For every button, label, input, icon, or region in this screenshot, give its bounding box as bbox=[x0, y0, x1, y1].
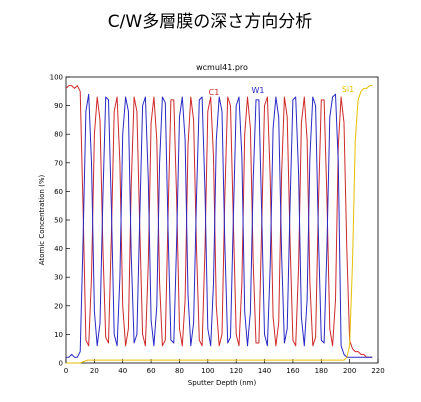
y-tick-label: 50 bbox=[54, 217, 63, 225]
x-tick-label: 20 bbox=[90, 367, 99, 375]
x-tick-label: 100 bbox=[201, 367, 214, 375]
legend-label-c1: C1 bbox=[209, 88, 220, 97]
chart-title: C/W多層膜の深さ方向分析 bbox=[108, 12, 312, 32]
plot-area: 0 20 40 60 80 100 120 140 160 180 200 220 0 10 20 30 40 5… bbox=[50, 74, 385, 376]
x-tick-label: 140 bbox=[258, 367, 271, 375]
x-tick-label: 180 bbox=[315, 367, 328, 375]
y-tick-label: 60 bbox=[54, 188, 63, 196]
y-tick-label: 40 bbox=[54, 245, 63, 253]
y-tick-label: 80 bbox=[54, 131, 63, 139]
y-axis-label: Atomic Concentration (%) bbox=[38, 175, 46, 266]
x-tick-label: 160 bbox=[286, 367, 299, 375]
y-tick-label: 0 bbox=[59, 360, 63, 368]
x-tick-label: 80 bbox=[175, 367, 184, 375]
x-tick-label: 220 bbox=[371, 367, 384, 375]
axis-ticks: 0 20 40 60 80 100 120 140 160 180 200 220 0 10 20 30 40 5… bbox=[50, 74, 385, 376]
legend-label-si1: Si1 bbox=[342, 85, 354, 94]
series-layer bbox=[65, 85, 373, 364]
x-tick-label: 120 bbox=[229, 367, 242, 375]
x-tick-label: 40 bbox=[118, 367, 127, 375]
y-tick-label: 90 bbox=[54, 102, 63, 110]
x-tick-label: 200 bbox=[343, 367, 356, 375]
series-line-si1 bbox=[66, 85, 373, 364]
x-tick-label: 0 bbox=[64, 367, 68, 375]
legend: C1 W1 Si1 bbox=[209, 85, 355, 97]
y-tick-label: 20 bbox=[54, 302, 63, 310]
y-tick-label: 30 bbox=[54, 274, 63, 282]
y-tick-label: 10 bbox=[54, 331, 63, 339]
chart-subtitle: wcmul41.pro bbox=[196, 63, 248, 72]
x-axis-label: Sputter Depth (nm) bbox=[188, 379, 257, 387]
legend-label-w1: W1 bbox=[252, 86, 265, 95]
y-tick-label: 70 bbox=[54, 159, 63, 167]
y-tick-label: 100 bbox=[50, 74, 63, 82]
series-line-w1 bbox=[66, 93, 373, 358]
series-line-c1 bbox=[65, 85, 373, 358]
x-tick-label: 60 bbox=[147, 367, 156, 375]
